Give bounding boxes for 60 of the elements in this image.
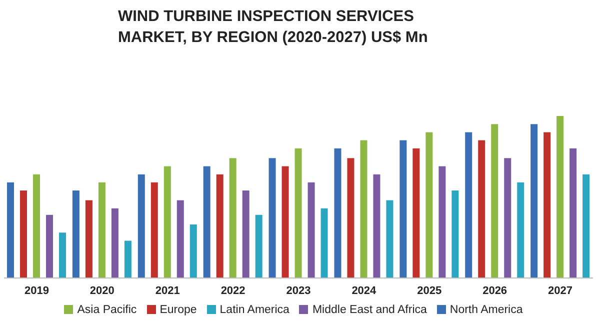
bar: [164, 166, 171, 278]
bar: [544, 132, 551, 278]
bar: [255, 214, 262, 278]
x-tick-label: 2024: [352, 284, 378, 297]
bar: [150, 182, 158, 278]
bar: [124, 240, 132, 278]
bar: [373, 174, 380, 278]
legend-label: North America: [450, 304, 523, 316]
bar: [111, 208, 118, 278]
x-tick-label: 2022: [220, 284, 246, 297]
bar: [582, 174, 590, 278]
bar: [491, 124, 498, 278]
legend-label: Asia Pacific: [77, 304, 137, 316]
legend-label: Latin America: [220, 304, 290, 316]
x-tick-label: 2019: [24, 284, 49, 297]
bar: [229, 158, 236, 278]
bar: [517, 182, 524, 278]
x-tick-label: 2026: [482, 284, 508, 297]
bar: [504, 158, 512, 278]
chart-title: WIND TURBINE INSPECTION SERVICES MARKET, BY REGION (2020-2027) US$ Mn: [118, 7, 429, 48]
x-tick-label: 2023: [286, 284, 311, 297]
bar: [570, 148, 577, 278]
x-tick-label: 2020: [90, 284, 114, 297]
bar: [20, 190, 27, 278]
bar: [7, 182, 14, 278]
bar: [72, 190, 80, 278]
bar: [85, 200, 92, 278]
bar: [334, 148, 342, 278]
bar: [530, 124, 538, 278]
bar: [438, 166, 446, 278]
bar: [33, 174, 40, 278]
bar: [308, 182, 315, 278]
bar: [294, 148, 302, 278]
bar: [347, 158, 354, 278]
x-tick-label: 2027: [548, 284, 573, 297]
bar: [556, 116, 564, 278]
bar: [216, 174, 224, 278]
bar: [176, 200, 184, 278]
bar: [138, 174, 145, 278]
bar: [268, 158, 276, 278]
bar: [465, 132, 472, 278]
bar: [452, 190, 459, 278]
bar: [426, 132, 433, 278]
bar: [98, 182, 106, 278]
bar: [386, 200, 394, 278]
x-tick-label: 2021: [155, 284, 180, 297]
bar: [190, 224, 197, 278]
legend-label: Middle East and Africa: [312, 304, 427, 316]
bar: [46, 214, 53, 278]
x-tick-label: 2025: [417, 284, 442, 297]
bar: [412, 148, 420, 278]
bar: [478, 140, 486, 278]
bar: [282, 166, 289, 278]
bar: [203, 166, 210, 278]
legend-label: Europe: [160, 304, 197, 316]
bar: [320, 208, 328, 278]
bar: [360, 140, 368, 278]
bar: [400, 140, 407, 278]
bar: [59, 232, 66, 278]
bar: [242, 190, 250, 278]
